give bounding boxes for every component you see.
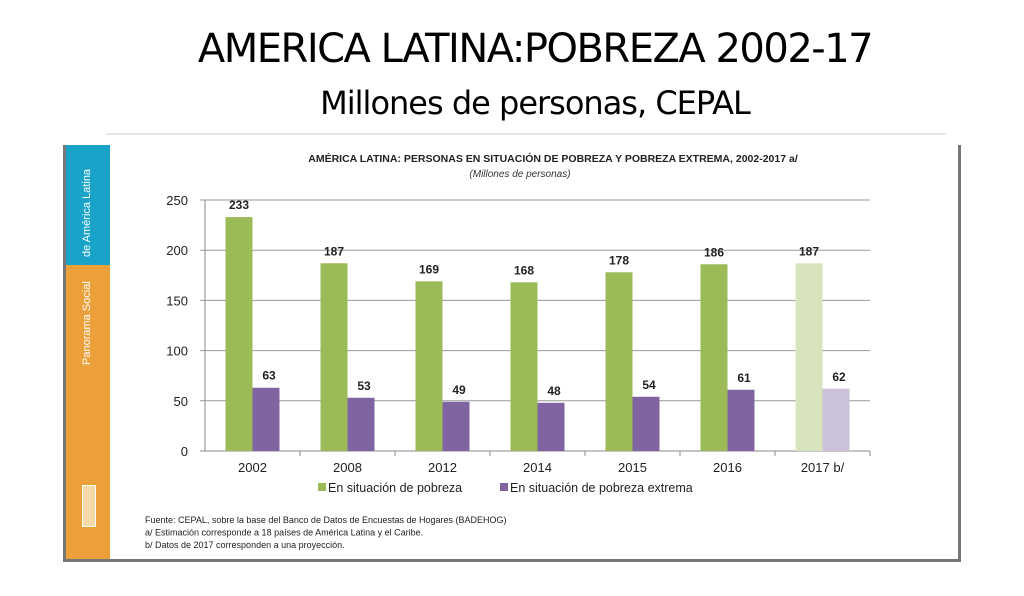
x-tick-label: 2016 <box>713 460 742 475</box>
data-label: 63 <box>262 369 276 383</box>
x-tick-label: 2017 b/ <box>801 460 845 475</box>
x-tick-label: 2002 <box>238 460 267 475</box>
y-tick-label: 50 <box>174 394 188 409</box>
data-label: 49 <box>452 383 466 397</box>
bar-pobreza-extrema <box>537 402 565 451</box>
footnote: b/ Datos de 2017 corresponden a una proy… <box>145 540 345 550</box>
bar-pobreza <box>795 263 823 451</box>
y-tick-label: 0 <box>181 444 188 459</box>
bar-pobreza <box>510 282 538 451</box>
data-label: 168 <box>514 263 534 277</box>
footnote: a/ Estimación corresponde a 18 países de… <box>145 528 423 538</box>
legend-label: En situación de pobreza <box>328 481 462 495</box>
data-label: 61 <box>737 371 751 385</box>
bar-pobreza <box>700 264 728 451</box>
slide-title: AMERICA LATINA:POBREZA 2002-17 <box>197 26 874 72</box>
x-tick-label: 2015 <box>618 460 647 475</box>
y-tick-label: 250 <box>166 193 188 208</box>
data-label: 54 <box>642 378 656 392</box>
data-label: 48 <box>547 384 561 398</box>
chart-title: AMÉRICA LATINA: PERSONAS EN SITUACIÓN DE… <box>308 152 798 165</box>
data-label: 62 <box>832 370 846 384</box>
bar-pobreza <box>415 281 443 451</box>
chart-subtitle: (Millones de personas) <box>469 169 570 180</box>
bar-pobreza <box>225 217 253 451</box>
cepal-logo <box>82 485 96 527</box>
sidebar-band-top: de América Latina <box>66 145 110 265</box>
bar-pobreza-extrema <box>632 396 660 451</box>
data-label: 53 <box>357 379 371 393</box>
slide-subtitle: Millones de personas, CEPAL <box>320 84 751 122</box>
bar-pobreza <box>320 263 348 451</box>
bar-pobreza-extrema <box>727 389 755 451</box>
data-label: 169 <box>419 262 439 276</box>
y-tick-label: 150 <box>166 293 188 308</box>
data-label: 233 <box>229 198 249 212</box>
bar-pobreza-extrema <box>252 387 280 451</box>
x-tick-label: 2012 <box>428 460 457 475</box>
data-label: 187 <box>799 244 819 258</box>
y-tick-label: 100 <box>166 344 188 359</box>
data-label: 187 <box>324 244 344 258</box>
divider <box>106 133 946 135</box>
legend-swatch <box>500 483 508 491</box>
legend-swatch <box>318 483 326 491</box>
data-label: 186 <box>704 245 724 259</box>
data-label: 178 <box>609 253 629 267</box>
bar-pobreza-extrema <box>442 401 470 451</box>
bar-pobreza-extrema <box>822 388 850 451</box>
x-tick-label: 2014 <box>523 460 552 475</box>
legend-label: En situación de pobreza extrema <box>510 481 693 495</box>
footnote: Fuente: CEPAL, sobre la base del Banco d… <box>145 515 507 525</box>
bar-pobreza-extrema <box>347 397 375 451</box>
x-tick-label: 2008 <box>333 460 362 475</box>
bar-pobreza <box>605 272 633 451</box>
y-tick-label: 200 <box>166 243 188 258</box>
